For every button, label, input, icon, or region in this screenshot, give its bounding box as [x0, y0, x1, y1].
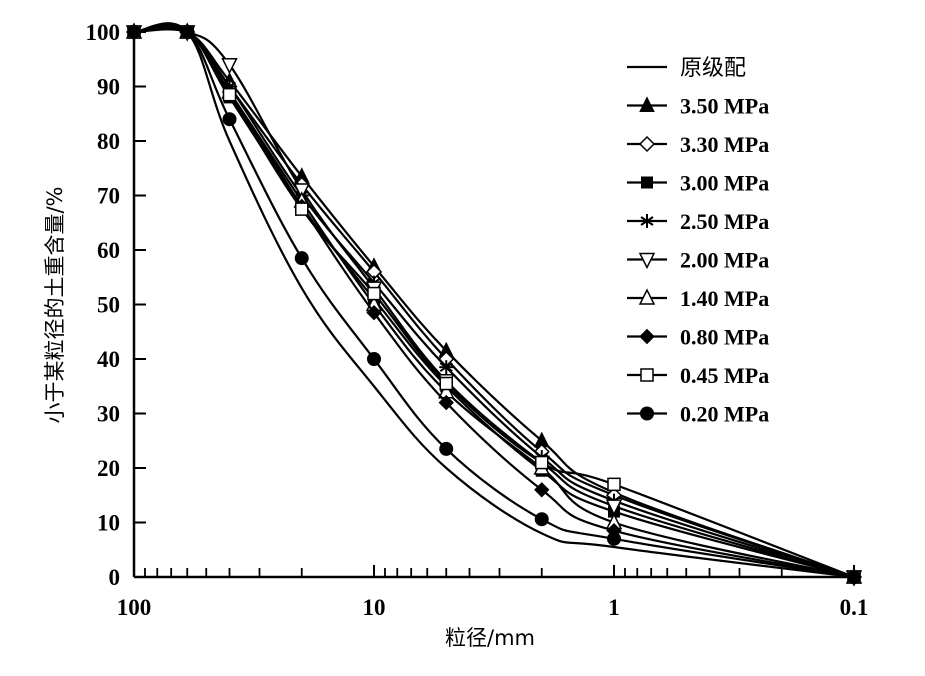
x-axis-title: 粒径/mm	[445, 626, 535, 650]
legend-marker	[638, 135, 656, 153]
series-layer	[125, 22, 863, 587]
y-tick-label: 80	[97, 129, 120, 154]
data-point	[367, 286, 381, 301]
legend-marker	[641, 176, 653, 189]
data-point	[295, 202, 309, 216]
legend-marker	[639, 96, 655, 112]
data-point	[221, 57, 238, 75]
x-tick-label: 100	[117, 595, 152, 620]
axes: 0 10 20 30 40 50 60 70 80 90 100 100 10 1 0.1	[86, 20, 869, 620]
data-point	[180, 25, 195, 39]
data-point	[366, 304, 382, 321]
legend-item: 3.30 MPa	[627, 132, 769, 157]
data-point	[367, 352, 381, 366]
data-point	[534, 512, 549, 527]
legend-item: 2.00 MPa	[627, 248, 769, 273]
legend-item: 原级配	[627, 56, 746, 81]
y-tick-label: 0	[109, 565, 121, 590]
y-tick-label: 30	[97, 402, 120, 427]
x-tick-label: 1	[608, 595, 620, 620]
series-0.20-mpa	[127, 24, 861, 584]
legend-label: 0.45 MPa	[680, 363, 769, 388]
y-tick-label: 70	[97, 184, 120, 209]
series-原级配	[133, 22, 855, 579]
legend-label: 3.00 MPa	[680, 171, 769, 196]
data-point	[607, 477, 621, 492]
legend-label: 1.40 MPa	[680, 286, 769, 311]
y-tick-label: 100	[86, 20, 121, 45]
legend-label: 3.30 MPa	[680, 132, 769, 157]
data-point	[534, 482, 550, 498]
data-point	[847, 570, 861, 584]
legend-marker	[640, 368, 654, 382]
legend-item: 0.80 MPa	[627, 325, 769, 350]
legend-label: 原级配	[680, 56, 746, 81]
legend-item: 0.20 MPa	[627, 402, 769, 427]
y-tick-label: 90	[97, 75, 120, 100]
legend-item: 3.50 MPa	[627, 94, 769, 119]
y-tick-label: 40	[97, 347, 120, 372]
data-point	[439, 376, 453, 391]
data-point	[605, 499, 623, 516]
series-line	[133, 22, 855, 579]
y-tick-label: 60	[97, 238, 120, 263]
y-tick-label: 20	[97, 456, 120, 481]
legend-item: 1.40 MPa	[627, 286, 769, 311]
legend-item: 3.00 MPa	[627, 171, 769, 196]
y-tick-label: 50	[97, 293, 120, 318]
data-point	[294, 251, 309, 266]
data-point	[439, 360, 454, 375]
data-point	[127, 25, 141, 39]
data-point	[293, 183, 310, 200]
x-tick-label: 10	[363, 595, 386, 620]
legend-label: 2.00 MPa	[680, 248, 769, 273]
legend: 原级配 3.50 MPa 3.30 MPa 3.00 MPa 2.50 MPa 2.00 …	[627, 56, 769, 427]
y-axis-title: 小于某粒径的土重含量/%	[43, 186, 67, 423]
data-point	[438, 394, 454, 411]
legend-label: 3.50 MPa	[680, 94, 769, 119]
legend-marker	[638, 252, 656, 270]
legend-item: 2.50 MPa	[627, 209, 769, 234]
legend-label: 0.80 MPa	[680, 325, 769, 350]
legend-marker	[640, 214, 654, 228]
legend-marker	[639, 328, 655, 345]
data-point	[222, 112, 237, 127]
legend-item: 0.45 MPa	[627, 363, 769, 388]
data-point	[535, 455, 549, 470]
data-point	[607, 531, 621, 546]
legend-marker	[638, 288, 656, 305]
legend-label: 0.20 MPa	[680, 402, 769, 427]
data-point	[222, 87, 237, 102]
x-tick-label: 0.1	[840, 595, 869, 620]
legend-label: 2.50 MPa	[680, 209, 769, 234]
y-tick-label: 10	[97, 511, 120, 536]
data-point	[439, 441, 454, 456]
legend-marker	[640, 406, 654, 421]
